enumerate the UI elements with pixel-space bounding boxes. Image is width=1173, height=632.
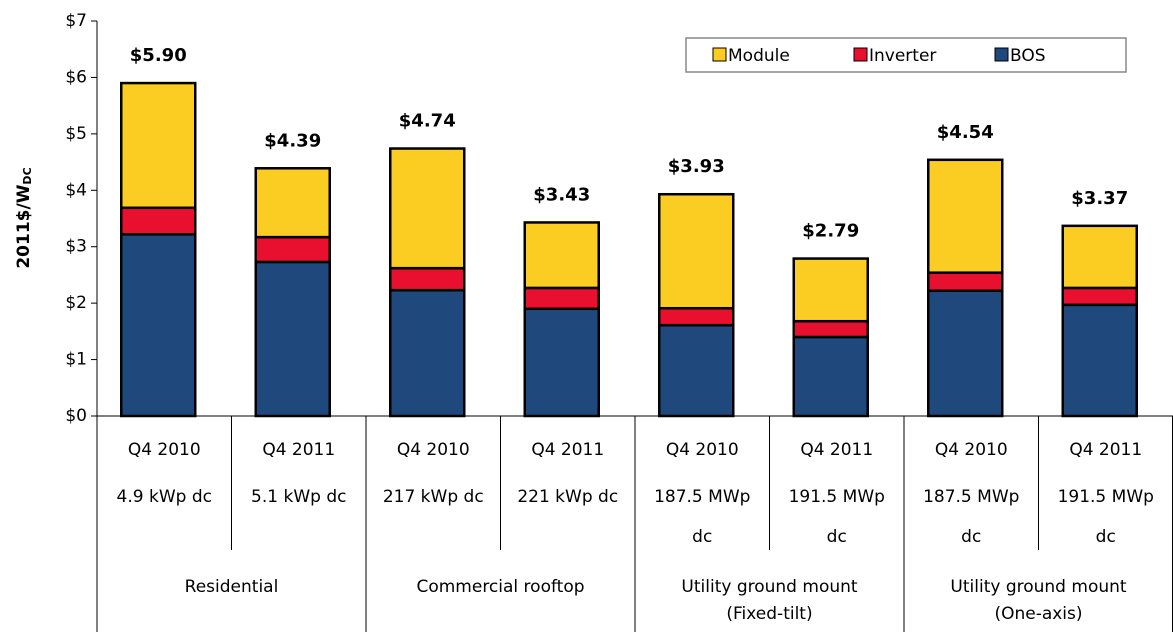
bar-segment — [254, 235, 331, 264]
y-tick-label: $4 — [65, 180, 87, 200]
total-label: $4.74 — [399, 111, 456, 132]
total-label: $2.79 — [802, 221, 859, 242]
group-label: Utility ground mount — [950, 577, 1126, 597]
bar-segment — [523, 221, 600, 290]
bar-segment — [120, 233, 197, 418]
group-label: (One-axis) — [994, 604, 1082, 624]
bar-segment — [389, 288, 466, 418]
bar-segment — [523, 307, 600, 418]
x-tick-label: Q4 2011 — [1069, 440, 1142, 460]
x-tick-label: Q4 2010 — [397, 440, 470, 460]
size-label: 191.5 MWp — [1058, 487, 1154, 507]
size-label: dc — [692, 527, 712, 547]
y-tick-label: $3 — [65, 237, 87, 257]
size-label: 217 kWp dc — [383, 487, 484, 507]
size-label: 187.5 MWp — [923, 487, 1019, 507]
bar-segment — [523, 286, 600, 311]
bar-segment — [1061, 224, 1138, 290]
bar-segment — [658, 323, 735, 418]
y-axis-label-main: 2011$/W — [14, 184, 34, 268]
size-label: 5.1 kWp dc — [251, 487, 346, 507]
bar-segment — [1061, 303, 1138, 418]
x-tick-label: Q4 2010 — [128, 440, 201, 460]
size-label: dc — [1096, 527, 1116, 547]
x-tick-label: Q4 2011 — [800, 440, 873, 460]
legend-label: Inverter — [869, 46, 936, 66]
total-label: $3.37 — [1071, 188, 1128, 209]
x-tick-label: Q4 2011 — [262, 440, 335, 460]
bar-segment — [927, 271, 1004, 292]
bar-segment — [1061, 286, 1138, 307]
x-tick-label: Q4 2010 — [666, 440, 739, 460]
y-tick-label: $2 — [65, 293, 87, 313]
size-label: 4.9 kWp dc — [117, 487, 212, 507]
size-label: 191.5 MWp — [789, 487, 885, 507]
group-label: Commercial rooftop — [416, 577, 584, 597]
legend-swatch — [853, 47, 868, 62]
bar-segment — [792, 319, 869, 339]
bar-segment — [389, 147, 466, 270]
bar-segment — [927, 289, 1004, 418]
legend-swatch — [994, 47, 1009, 62]
legend-box — [685, 37, 1127, 73]
bar-segment — [658, 306, 735, 327]
total-label: $4.54 — [937, 122, 994, 143]
size-label: dc — [827, 527, 847, 547]
bar-segment — [927, 158, 1004, 274]
legend-label: Module — [728, 46, 790, 66]
x-tick-label: Q4 2011 — [531, 440, 604, 460]
size-label: dc — [961, 527, 981, 547]
legend-swatch — [712, 47, 727, 62]
total-label: $5.90 — [130, 45, 187, 66]
y-axis-label-sub: DC — [21, 167, 34, 184]
bar-segment — [792, 257, 869, 323]
bar-segment — [120, 81, 197, 210]
legend-label: BOS — [1010, 46, 1046, 66]
group-label: Residential — [185, 577, 279, 597]
total-label: $3.43 — [533, 184, 590, 205]
bar-segment — [120, 206, 197, 236]
bar-segment — [658, 192, 735, 310]
y-tick-label: $7 — [65, 11, 87, 31]
bar-segment — [254, 167, 331, 239]
bar-segment — [389, 266, 466, 292]
y-axis-label: 2011$/WDC — [14, 167, 34, 268]
size-label: 187.5 MWp — [654, 487, 750, 507]
group-label: (Fixed-tilt) — [726, 604, 812, 624]
y-tick-label: $0 — [65, 406, 87, 426]
y-tick-label: $6 — [65, 67, 87, 87]
y-tick-label: $5 — [65, 124, 87, 144]
x-tick-label: Q4 2010 — [935, 440, 1008, 460]
bar-segment — [792, 335, 869, 418]
size-label: 221 kWp dc — [517, 487, 618, 507]
y-tick-label: $1 — [65, 350, 87, 370]
group-label: Utility ground mount — [681, 577, 857, 597]
total-label: $4.39 — [264, 130, 321, 151]
total-label: $3.93 — [668, 156, 725, 177]
bar-segment — [254, 260, 331, 418]
